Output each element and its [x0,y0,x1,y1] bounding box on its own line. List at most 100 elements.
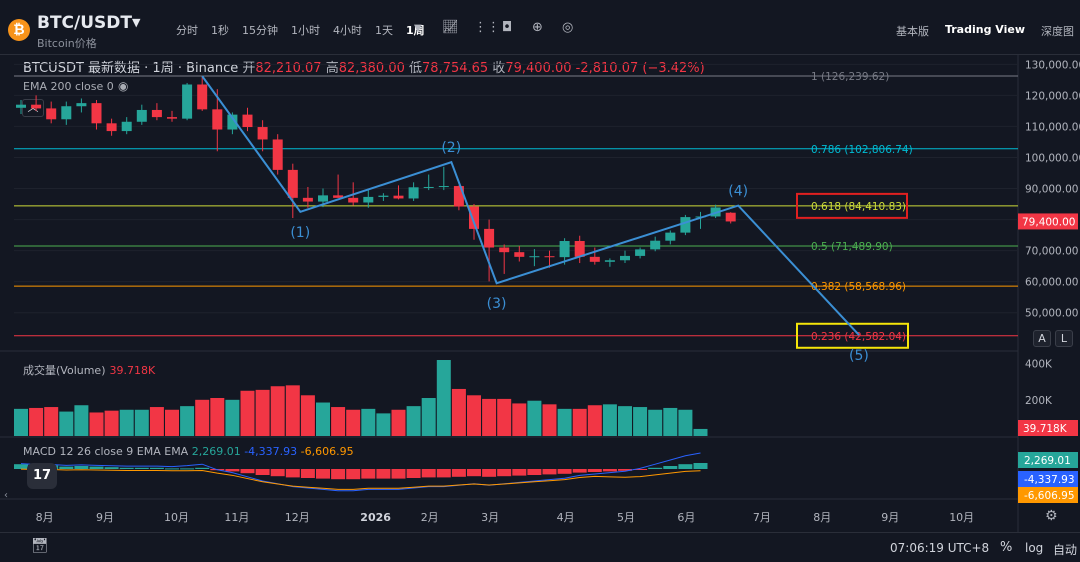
interval-tab[interactable]: 1小时 [291,24,320,37]
volume-bar [618,406,632,436]
macd-hist-bar [557,469,572,474]
macd-hist-bar [300,469,315,478]
macd-value-tag [1018,487,1078,503]
candle-body [680,217,691,233]
fib-level-label: 0.382 (58,568.96) [811,281,906,293]
volume-bar [602,404,617,436]
tradingview-logo: 17 [27,463,57,489]
view-tab[interactable]: 深度图 [1041,25,1074,38]
candle-body [499,247,510,253]
wave-label: (3) [487,296,507,312]
settings-icon[interactable]: ◎ [562,20,574,35]
volume-tick-label: 400K [1025,359,1053,371]
time-tick-label: 3月 [481,511,499,524]
candle-body [106,123,117,132]
volume-bar [270,386,285,436]
candle-body [333,195,344,198]
time-tick-label: 10月 [164,511,189,524]
candle-body [604,260,615,262]
calendar-icon[interactable]: 📅︎ [31,538,49,554]
indicator-chart-icon[interactable]: 📈︎ [442,20,459,35]
macd-hist-value: -6,606.95 [300,445,354,458]
interval-tab[interactable]: 1秒 [211,24,229,37]
volume-bar [346,409,361,436]
macd-hist-bar [376,469,391,479]
price-tick-label: 70,000.00 [1025,246,1078,258]
macd-hist-bar [618,469,632,471]
interval-tab[interactable]: 1天 [375,24,393,37]
eye-icon[interactable]: ◉ [118,79,129,93]
volume-bar [482,398,497,436]
volume-bar [542,404,557,436]
volume-bar [572,408,587,436]
auto-scale-button[interactable]: A [1033,330,1051,347]
time-tick-label: 12月 [285,511,310,524]
macd-hist-bar [240,469,255,474]
macd-hist-bar [467,469,481,477]
chevron-down-icon[interactable]: ▼ [414,23,422,34]
volume-bar [225,399,240,436]
interval-tabs: 分时 1秒 15分钟 1小时 4小时 1天 1周 [176,22,438,38]
candle-body [302,197,313,202]
symbol-subtitle: Bitcoin价格 [37,37,97,50]
candle-body [574,241,585,257]
time-tick-label: 7月 [753,511,771,524]
ema-legend[interactable]: EMA 200 close 0 [23,80,114,93]
macd-hist-bar [346,469,361,480]
fib-highlight-box [796,192,908,219]
log-scale-button[interactable]: L [1055,330,1073,347]
plus-icon[interactable]: ⊕ [532,20,543,35]
candle-body [31,104,42,109]
macd-hist-bar [497,469,512,477]
volume-bar [331,407,346,436]
volume-bar [240,390,255,436]
volume-bar [436,360,451,436]
candle-body [257,127,268,140]
symbol-title[interactable]: BTC/USDT [37,13,132,33]
macd-hist-bar [104,467,119,469]
macd-signal-line [20,468,701,490]
macd-value-tag-label: 2,269.01 [1024,455,1071,467]
view-tab[interactable]: 基本版 [895,25,929,38]
log-button[interactable]: log [1025,541,1044,555]
volume-bar [255,389,270,436]
candle-body [544,256,555,258]
chart-canvas[interactable]: 130,000.00 120,000.00 110,000.00 100,000.00… [0,0,1080,532]
time-tick-label: 8月 [813,511,831,524]
interval-tab[interactable]: 15分钟 [242,24,278,37]
panel-handle-icon[interactable]: ‹ [4,490,8,501]
candle-body [76,103,87,107]
volume-bar [59,411,74,436]
candle-body [635,249,646,256]
chevron-down-icon[interactable]: ▼ [132,16,141,29]
volume-bar [633,407,648,436]
interval-tab[interactable]: 4小时 [333,24,362,37]
view-tab[interactable]: Trading View [944,23,1025,36]
macd-hist-bar [331,469,346,480]
gear-icon[interactable]: ⚙ [1045,508,1058,524]
percent-button[interactable]: % [1000,540,1013,555]
candle-body [378,195,389,197]
macd-legend: MACD 12 26 close 9 EMA EMA 2,269.01 -4,3… [23,445,354,458]
current-volume-label: 39.718K [1023,423,1068,435]
template-icon[interactable]: ⋮⋮ [474,20,500,35]
camera-icon[interactable]: ◘ [502,20,513,35]
interval-tab[interactable]: 分时 [176,24,198,37]
volume-bar [648,409,663,436]
time-tick-label: 11月 [224,511,249,524]
candle-body [650,240,661,250]
candle-body [484,228,495,248]
candle-body [121,121,132,132]
macd-value: 2,269.01 [191,445,241,458]
candle-body [61,106,72,120]
candle-body [469,206,479,229]
top-toolbar: ₿ BTC/USDT ▼ Bitcoin价格 分时 1秒 15分钟 1小时 4小时 1天 1… [0,0,1080,55]
interval-tab[interactable]: 1周 [406,24,425,37]
time-tick-label: 10月 [949,511,974,524]
candle-body [272,139,283,170]
time-tick-label: 9月 [96,511,114,524]
macd-value-tag [1018,452,1078,468]
auto-button[interactable]: 自动 [1053,543,1078,557]
macd-hist-bar [59,466,74,469]
macd-hist-bar [542,469,557,475]
